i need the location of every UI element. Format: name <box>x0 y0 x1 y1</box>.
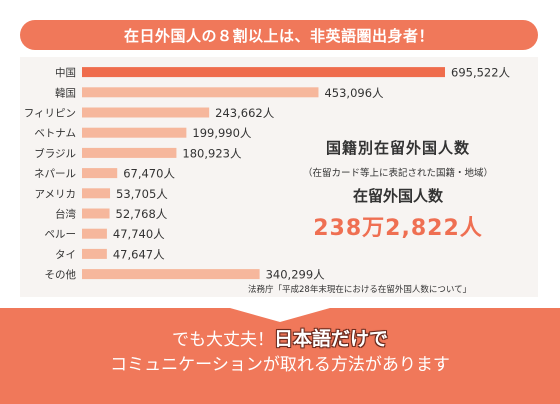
value-label: 52,768人 <box>116 207 168 221</box>
footer-banner: でも大丈夫！日本語だけで コミュニケーションが取れる方法があります <box>0 308 560 404</box>
value-label: 47,647人 <box>113 247 165 261</box>
category-label: 韓国 <box>55 87 76 99</box>
value-label: 47,740人 <box>113 227 165 241</box>
value-label: 180,923人 <box>182 146 242 160</box>
bar <box>82 107 210 118</box>
category-label: フィリピン <box>24 108 76 120</box>
bar <box>82 127 187 138</box>
value-label: 243,662人 <box>215 106 275 120</box>
category-label: ペルー <box>45 229 77 241</box>
bar <box>82 228 107 239</box>
category-label: ベトナム <box>34 128 76 140</box>
summary-note: （在留カード等上に表記された国籍・地域） <box>302 168 493 179</box>
category-label: ブラジル <box>34 147 76 160</box>
chart-panel: 中国 695,522人韓国 453,096人フィリピン 243,662人ベトナム 199… <box>20 57 538 297</box>
bar <box>82 87 319 98</box>
bar <box>82 188 111 199</box>
value-label: 53,705人 <box>116 187 168 201</box>
bar <box>82 269 260 280</box>
summary-label: 在留外国人数 <box>352 187 443 205</box>
value-label: 340,299人 <box>266 268 326 282</box>
category-label: その他 <box>45 268 77 281</box>
bar <box>82 67 445 78</box>
summary-box: 国籍別在留外国人数 （在留カード等上に表記された国籍・地域） 在留外国人数 23… <box>288 137 508 242</box>
bar <box>82 248 107 259</box>
footer-line-1-emphasis: 日本語だけで <box>273 328 388 350</box>
bar <box>82 147 177 158</box>
category-label: 台湾 <box>55 208 76 221</box>
footer-line-2: コミュニケーションが取れる方法があります <box>110 355 450 375</box>
value-label: 199,990人 <box>192 126 252 140</box>
footer-notch <box>230 308 330 322</box>
category-label: タイ <box>55 249 76 261</box>
value-label: 695,522人 <box>451 66 511 80</box>
category-label: アメリカ <box>35 188 76 200</box>
bar <box>82 168 118 179</box>
summary-total: 238万2,822人 <box>313 216 483 241</box>
category-label: ネパール <box>34 168 76 180</box>
bar <box>82 208 110 219</box>
footer-line-1: でも大丈夫！日本語だけで <box>0 324 560 351</box>
title-banner: 在日外国人の８割以上は、非英語圏出身者！ <box>20 20 538 50</box>
value-label: 453,096人 <box>324 86 384 100</box>
footer-line-1-prefix: でも大丈夫！ <box>171 330 274 350</box>
category-label: 中国 <box>55 66 76 79</box>
value-label: 67,470人 <box>123 167 175 181</box>
summary-heading: 国籍別在留外国人数 <box>325 139 470 157</box>
source-note: 法務庁「平成28年末現在における在留外国人数について」 <box>248 285 472 295</box>
page-title: 在日外国人の８割以上は、非英語圏出身者！ <box>123 26 434 45</box>
